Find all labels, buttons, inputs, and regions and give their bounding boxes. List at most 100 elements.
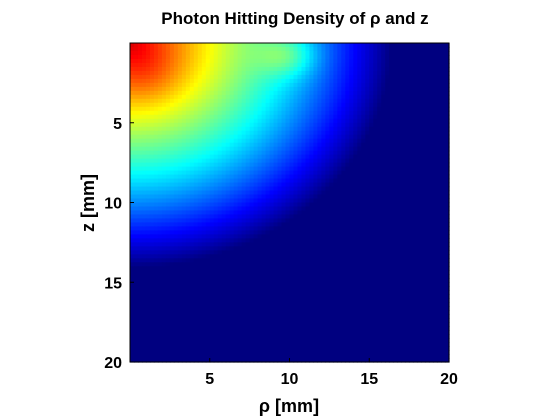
heatmap-cell [321, 151, 326, 156]
heatmap-cell [321, 43, 326, 48]
heatmap-cell [417, 131, 422, 136]
heatmap-cell [198, 274, 203, 279]
heatmap-cell [130, 135, 135, 140]
heatmap-cell [293, 187, 298, 192]
heatmap-cell [226, 115, 231, 120]
heatmap-cell [361, 103, 366, 108]
heatmap-cell [297, 246, 302, 251]
heatmap-cell [174, 147, 179, 152]
heatmap-cell [381, 143, 386, 148]
heatmap-cell [258, 151, 263, 156]
heatmap-cell [441, 123, 446, 128]
heatmap-cell [154, 59, 159, 64]
heatmap-cell [385, 71, 390, 76]
heatmap-cell [437, 199, 442, 204]
heatmap-cell [397, 151, 402, 156]
heatmap-cell [274, 75, 279, 80]
heatmap-cell [401, 191, 406, 196]
heatmap-cell [194, 155, 199, 160]
heatmap-cell [313, 191, 318, 196]
heatmap-cell [413, 127, 418, 132]
heatmap-cell [349, 282, 354, 287]
heatmap-cell [293, 131, 298, 136]
heatmap-cell [234, 195, 239, 200]
heatmap-cell [198, 258, 203, 263]
heatmap-cell [282, 159, 287, 164]
heatmap-cell [421, 234, 426, 239]
heatmap-cell [282, 119, 287, 124]
heatmap-cell [353, 103, 358, 108]
heatmap-cell [170, 290, 175, 295]
heatmap-cell [393, 206, 398, 211]
heatmap-cell [301, 175, 306, 180]
heatmap-cell [317, 230, 322, 235]
heatmap-cell [234, 95, 239, 100]
heatmap-cell [130, 171, 135, 176]
heatmap-cell [337, 59, 342, 64]
heatmap-cell [134, 242, 139, 247]
heatmap-cell [441, 151, 446, 156]
heatmap-cell [293, 167, 298, 172]
heatmap-cell [357, 195, 362, 200]
heatmap-cell [421, 43, 426, 48]
heatmap-cell [345, 151, 350, 156]
heatmap-cell [146, 278, 151, 283]
heatmap-cell [341, 242, 346, 247]
heatmap-cell [242, 175, 247, 180]
heatmap-cell [274, 139, 279, 144]
heatmap-cell [254, 159, 259, 164]
heatmap-cell [246, 191, 251, 196]
heatmap-cell [409, 210, 414, 215]
heatmap-cell [345, 79, 350, 84]
heatmap-cell [373, 131, 378, 136]
heatmap-cell [373, 191, 378, 196]
heatmap-cell [130, 99, 135, 104]
heatmap-cell [297, 274, 302, 279]
heatmap-cell [421, 230, 426, 235]
heatmap-cell [333, 191, 338, 196]
heatmap-cell [146, 187, 151, 192]
heatmap-cell [405, 135, 410, 140]
heatmap-cell [437, 115, 442, 120]
heatmap-cell [194, 270, 199, 275]
heatmap-cell [377, 103, 382, 108]
heatmap-cell [385, 111, 390, 116]
heatmap-cell [317, 43, 322, 48]
heatmap-cell [170, 206, 175, 211]
heatmap-cell [413, 187, 418, 192]
heatmap-cell [274, 123, 279, 128]
heatmap-cell [142, 91, 147, 96]
heatmap-cell [301, 131, 306, 136]
heatmap-cell [166, 258, 171, 263]
heatmap-cell [214, 103, 219, 108]
heatmap-cell [361, 195, 366, 200]
heatmap-cell [329, 210, 334, 215]
heatmap-cell [266, 95, 271, 100]
heatmap-cell [202, 79, 207, 84]
heatmap-cell [142, 254, 147, 259]
heatmap-cell [282, 75, 287, 80]
heatmap-cell [190, 103, 195, 108]
heatmap-cell [186, 210, 191, 215]
heatmap-cell [250, 266, 255, 271]
heatmap-cell [393, 51, 398, 56]
heatmap-cell [389, 218, 394, 223]
heatmap-cell [210, 115, 215, 120]
heatmap-cell [373, 171, 378, 176]
heatmap-cell [182, 222, 187, 227]
heatmap-cell [170, 87, 175, 92]
heatmap-cell [182, 230, 187, 235]
heatmap-cell [401, 83, 406, 88]
heatmap-cell [266, 187, 271, 192]
heatmap-cell [413, 167, 418, 172]
heatmap-cell [305, 282, 310, 287]
heatmap-cell [138, 286, 143, 291]
heatmap-cell [190, 47, 195, 52]
heatmap-cell [258, 254, 263, 259]
heatmap-cell [238, 262, 243, 267]
heatmap-cell [250, 290, 255, 295]
heatmap-cell [178, 111, 183, 116]
heatmap-cell [266, 119, 271, 124]
heatmap-cell [361, 107, 366, 112]
heatmap-cell [282, 262, 287, 267]
